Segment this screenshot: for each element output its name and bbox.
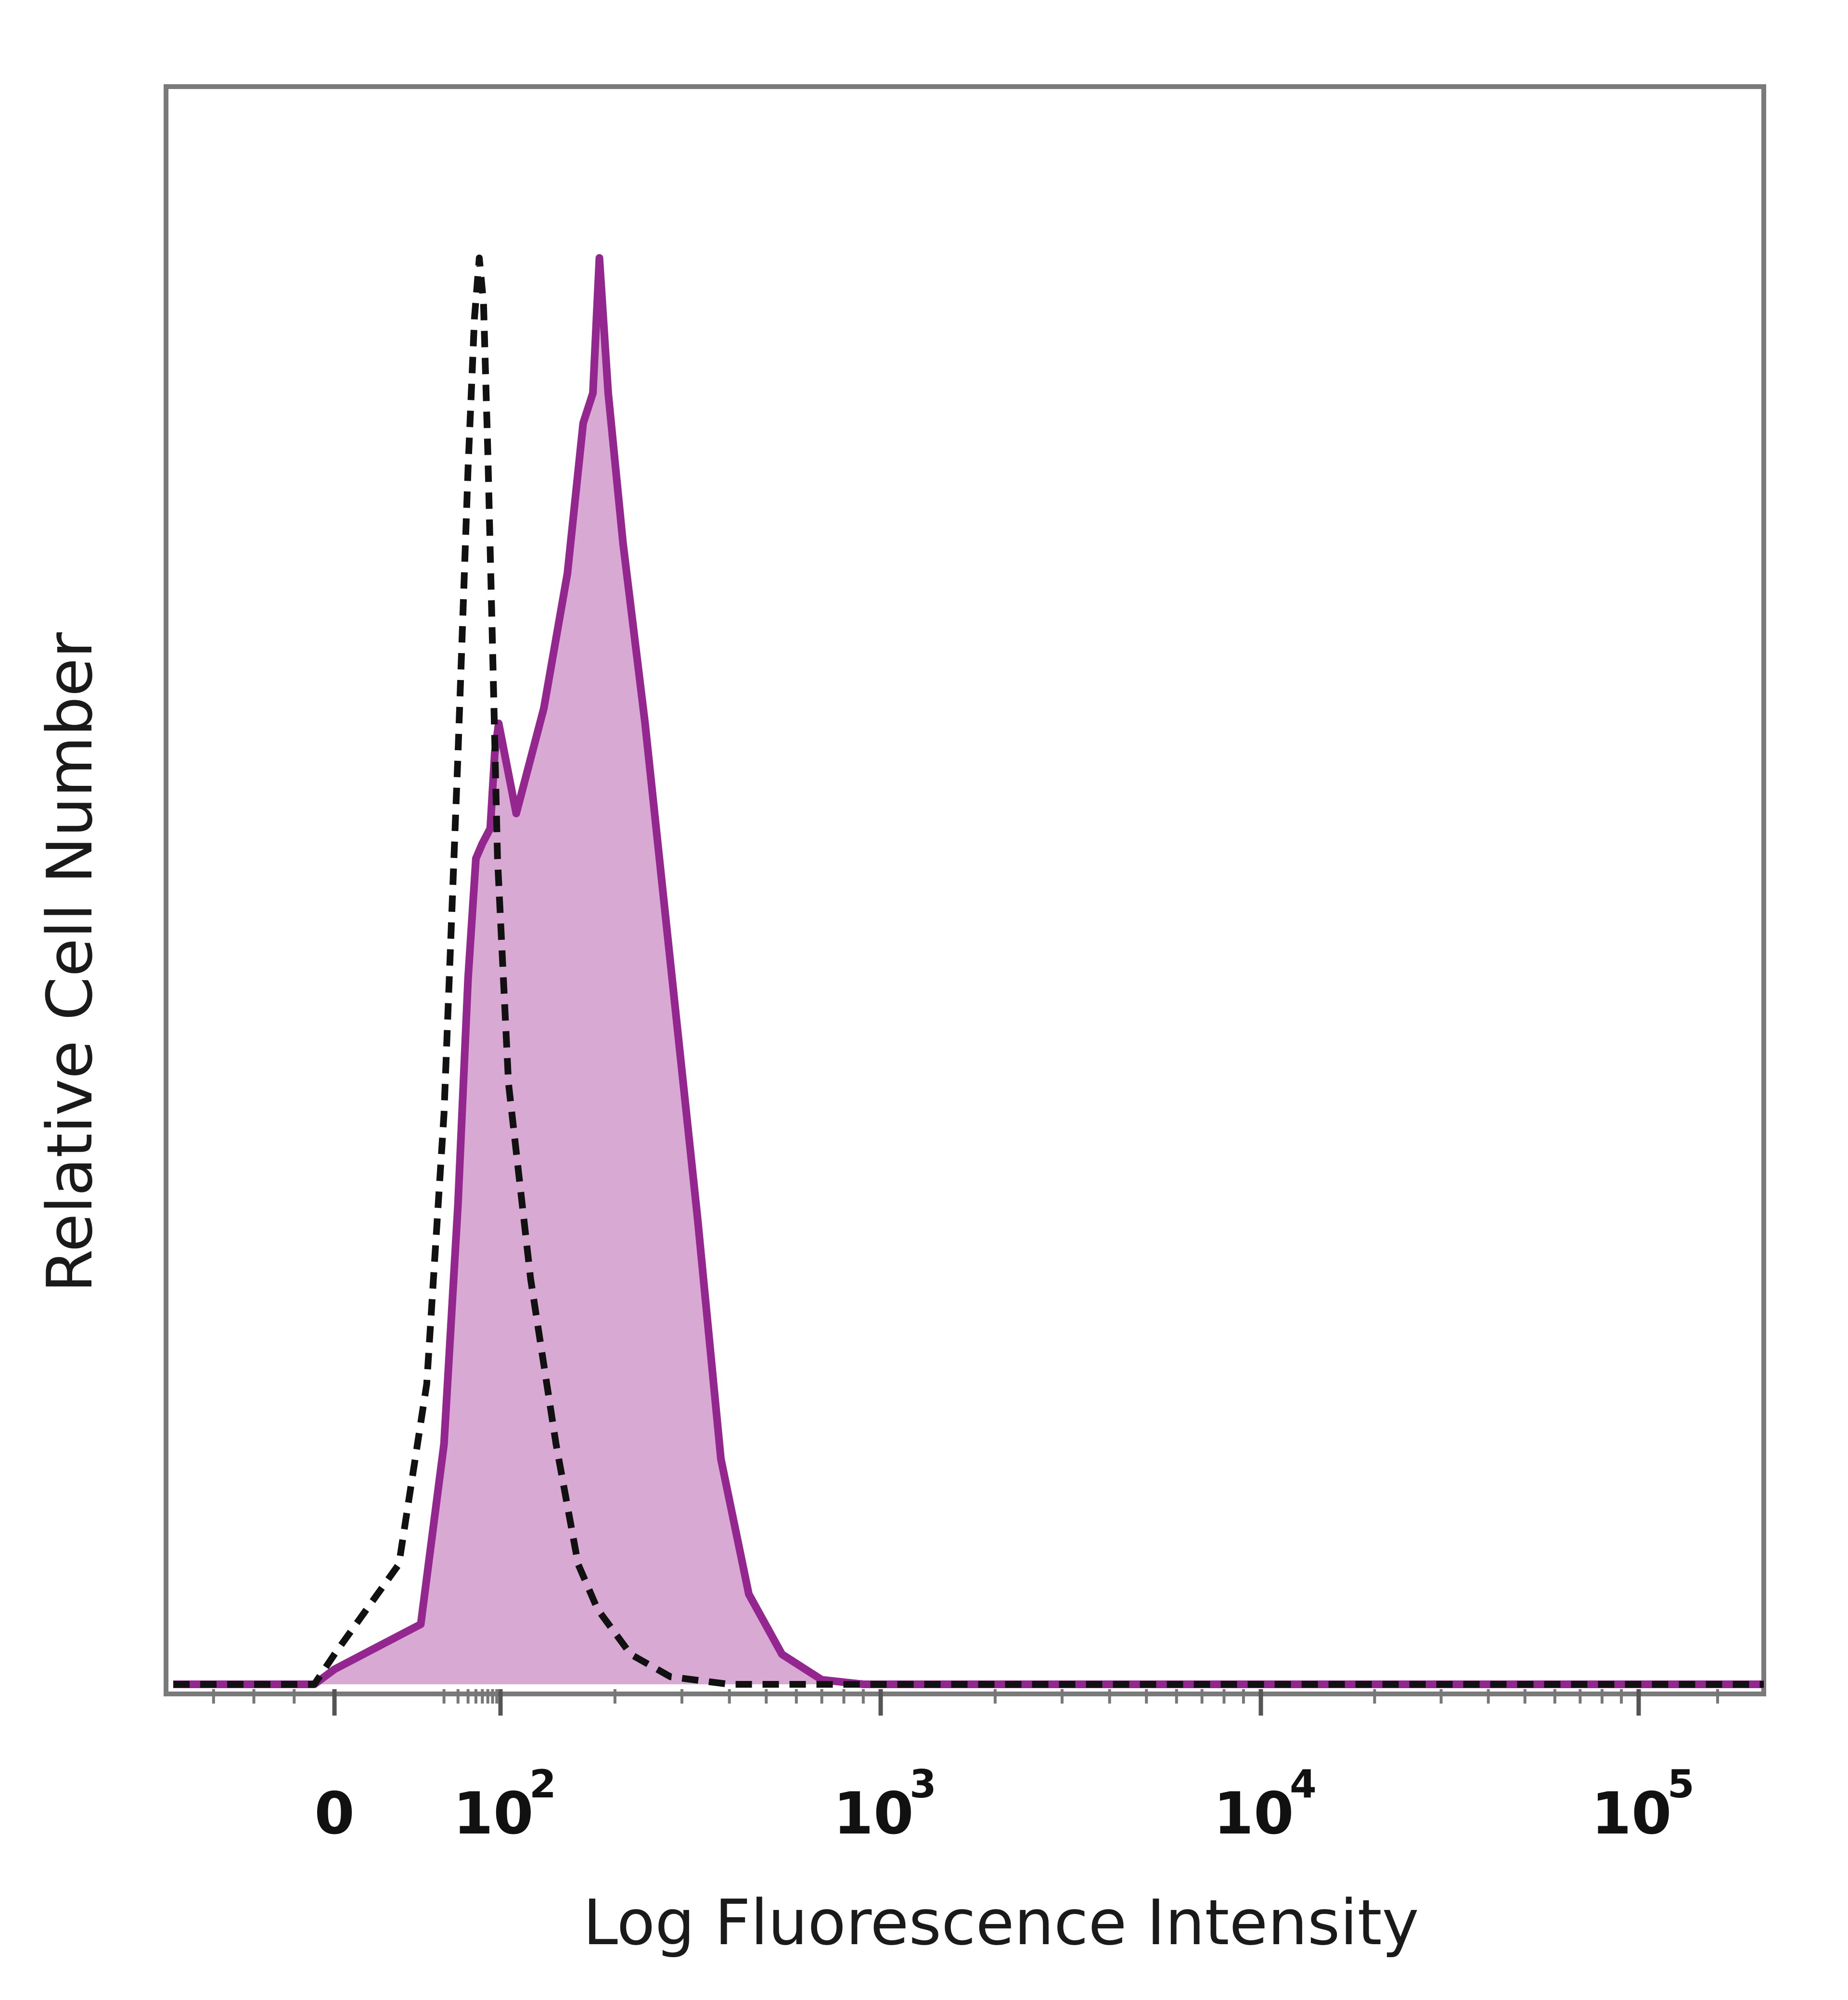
x-tick-exponent: 4 — [1290, 1762, 1317, 1807]
svg-text:10: 10 — [834, 1781, 914, 1847]
control-histogram-line — [173, 255, 1764, 1688]
x-tick-exponent: 3 — [910, 1762, 937, 1807]
svg-text:10: 10 — [453, 1781, 534, 1847]
x-tick-exponent: 5 — [1668, 1762, 1694, 1807]
x-axis-tick-labels: 0 102 103 104 105 — [314, 1762, 1694, 1847]
y-axis-title: Relative Cell Number — [33, 632, 106, 1293]
stained-histogram-fill — [173, 258, 1764, 1684]
x-tick-label: 104 — [1214, 1762, 1317, 1847]
x-tick-label: 0 — [314, 1781, 355, 1847]
x-tick-label: 103 — [834, 1762, 937, 1847]
x-axis-ticks — [212, 1689, 1720, 1716]
plot-frame — [164, 84, 1766, 1696]
histogram-series — [173, 254, 1764, 1688]
svg-text:10: 10 — [1214, 1781, 1294, 1847]
svg-text:0: 0 — [314, 1781, 355, 1847]
stained-histogram-line — [173, 254, 1764, 1688]
x-tick-label: 102 — [453, 1762, 556, 1847]
x-tick-label: 105 — [1591, 1762, 1694, 1847]
svg-text:10: 10 — [1591, 1781, 1672, 1847]
x-axis-title: Log Fluorescence Intensity — [583, 1886, 1419, 1959]
x-tick-exponent: 2 — [529, 1762, 556, 1807]
